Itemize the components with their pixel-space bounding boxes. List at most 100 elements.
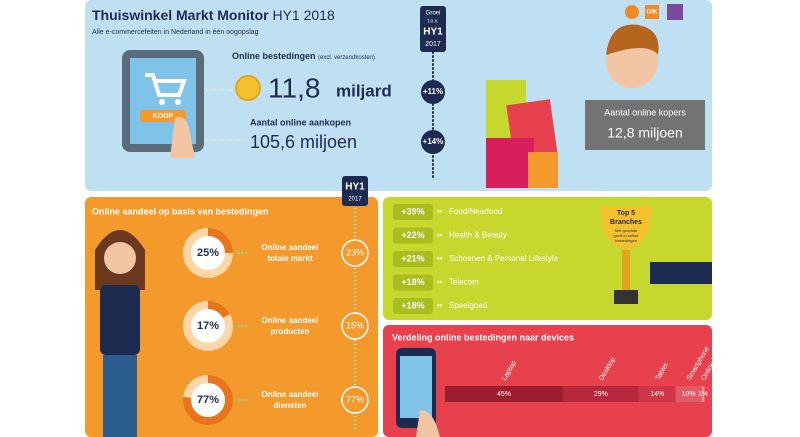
- device-value: 45%: [497, 391, 511, 398]
- previous-value: 15%: [346, 320, 364, 330]
- branch-growth: +18%: [401, 277, 424, 287]
- branch-name: Schoenen & Personal Lifestyle: [449, 254, 559, 263]
- buyers-value: 12,8 miljoen: [607, 125, 683, 141]
- share-value: 17%: [197, 320, 219, 332]
- branch-growth: +18%: [401, 300, 424, 310]
- branch-dots: ••: [437, 207, 443, 216]
- device-value: 14%: [650, 391, 664, 398]
- devices-panel: [383, 325, 712, 437]
- device-segment: [675, 386, 702, 402]
- spend-label: Online bestedingen (excl. verzendkosten): [232, 51, 375, 61]
- logo-icon: [625, 5, 639, 19]
- donut-arc: [183, 375, 233, 425]
- share-name: totale markt: [267, 254, 313, 263]
- cart-wheel: [175, 99, 181, 105]
- share-value: 77%: [197, 394, 219, 406]
- coin: [235, 75, 261, 101]
- cart-icon: [145, 73, 187, 97]
- share-badge: [342, 176, 368, 206]
- branch-growth: +22%: [401, 230, 424, 240]
- previous-value: 23%: [346, 247, 364, 257]
- growth-value: +11%: [423, 87, 443, 96]
- hand: [170, 117, 195, 158]
- bag: [528, 152, 558, 188]
- badge-text: HY1: [345, 182, 365, 193]
- badge-text: Groei: [426, 11, 441, 17]
- bag: [486, 138, 534, 188]
- boy-hair: [606, 24, 659, 55]
- buyers-box: [585, 100, 705, 150]
- device-segment: [638, 386, 676, 402]
- branch-dots: ••: [437, 254, 443, 263]
- device-segment: [562, 386, 639, 402]
- badge-text: 2017: [348, 197, 362, 203]
- share-title: Online aandeel op basis van bestedingen: [92, 206, 269, 216]
- woman-jacket: [100, 285, 140, 355]
- growth-circle: [421, 130, 445, 154]
- device-value: 1%: [698, 391, 708, 398]
- koop-button[interactable]: [140, 110, 186, 122]
- previous-circle: [341, 239, 369, 267]
- trophy-base: [614, 290, 638, 304]
- trophy-note: Met grootste: [615, 228, 638, 233]
- woman-face: [104, 242, 136, 274]
- subtitle: Alle e-commercefeiten in Nederland in éé…: [92, 29, 259, 36]
- share-name: producten: [270, 327, 309, 336]
- cart-wheel: [159, 99, 165, 105]
- trophy: [600, 206, 712, 304]
- device-segment: [701, 386, 705, 402]
- hand: [416, 410, 440, 437]
- branch-name: Food/Nearfood: [449, 207, 502, 216]
- branch-dots: ••: [437, 301, 443, 310]
- donut-arc: [207, 301, 230, 319]
- share-value: 25%: [197, 247, 219, 259]
- branch-growth: +21%: [401, 253, 424, 263]
- branch-name: Speelgoed: [449, 301, 487, 310]
- purchases-value: 105,6 miljoen: [250, 132, 357, 152]
- trophy-stem: [622, 250, 630, 290]
- previous-circle: [341, 386, 369, 414]
- share-name: diensten: [274, 401, 307, 410]
- branch-dots: ••: [437, 231, 443, 240]
- device-segment: [445, 386, 563, 402]
- branch-name: Health & Beauty: [449, 231, 507, 240]
- growth-pill: [393, 204, 433, 220]
- growth-pill: [393, 298, 433, 314]
- badge-text: HY1: [423, 27, 443, 38]
- growth-badge: [420, 6, 446, 52]
- logo-box: [667, 4, 683, 20]
- trophy-note: groei in online: [614, 233, 640, 238]
- device-value: 10%: [682, 391, 696, 398]
- growth-pill: [393, 274, 433, 291]
- badge-text: t.o.v.: [428, 18, 438, 24]
- koop-label: KOOP: [153, 113, 174, 120]
- donut-arc: [207, 228, 233, 254]
- trophy-note: bestedingen: [615, 238, 637, 243]
- logo-box: [645, 5, 659, 19]
- buyers-label: Aantal online kopers: [604, 107, 686, 117]
- share-name: Online aandeel: [262, 243, 319, 252]
- devices-title: Verdeling online bestedingen naar device…: [392, 332, 574, 342]
- phone-screen: [400, 356, 432, 418]
- device-value: 29%: [594, 391, 608, 398]
- arm: [650, 262, 712, 284]
- trophy-cup: [600, 206, 652, 250]
- badge-text: 2017: [425, 41, 441, 48]
- woman-jeans: [103, 355, 137, 437]
- share-panel: [85, 197, 378, 437]
- title: Thuiswinkel Markt Monitor HY1 2018: [92, 7, 335, 23]
- growth-circle: [421, 80, 445, 104]
- spend-unit: miljard: [336, 81, 392, 100]
- spend-value: 11,8: [268, 72, 320, 103]
- logo-text: GfK: [647, 10, 659, 16]
- growth-pill: [393, 227, 433, 244]
- growth-pill: [393, 251, 433, 267]
- purchases-label: Aantal online aankopen: [250, 117, 351, 127]
- branch-dots: ••: [437, 278, 443, 287]
- branch-name: Telecom: [449, 278, 479, 287]
- previous-circle: [341, 312, 369, 340]
- woman: [95, 230, 145, 437]
- branch-growth: +39%: [401, 206, 424, 216]
